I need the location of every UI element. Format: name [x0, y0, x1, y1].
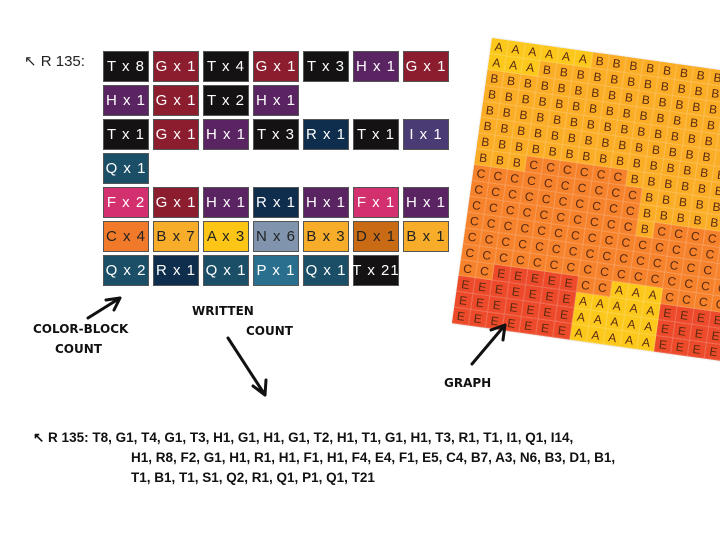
- color-block: Q x 1: [103, 153, 149, 184]
- color-block: F x 2: [103, 187, 149, 218]
- color-block-label-count: COUNT: [55, 342, 102, 356]
- color-block: B x 7: [153, 221, 199, 252]
- row-label: ↖ R 135:: [24, 53, 85, 70]
- color-block: A x 3: [203, 221, 249, 252]
- color-block-label: COLOR-BLOCK: [33, 322, 129, 336]
- color-block: Q x 1: [203, 255, 249, 286]
- color-block: G x 1: [153, 85, 199, 116]
- color-block: H x 1: [353, 51, 399, 82]
- color-block: C x 4: [103, 221, 149, 252]
- color-block: B x 1: [403, 221, 449, 252]
- color-block: N x 6: [253, 221, 299, 252]
- color-block: G x 1: [153, 119, 199, 150]
- arrow-graph: [470, 323, 507, 366]
- color-block: H x 1: [253, 85, 299, 116]
- color-block: B x 3: [303, 221, 349, 252]
- color-block: F x 1: [353, 187, 399, 218]
- color-block: P x 1: [253, 255, 299, 286]
- color-block: H x 1: [303, 187, 349, 218]
- color-block: T x 8: [103, 51, 149, 82]
- color-block: G x 1: [403, 51, 449, 82]
- written-label: WRITTEN: [192, 304, 254, 318]
- written-count-line-1: ↖ R 135: T8, G1, T4, G1, T3, H1, G1, H1,…: [33, 430, 574, 445]
- color-block: I x 1: [403, 119, 449, 150]
- color-block: H x 1: [103, 85, 149, 116]
- color-block: D x 1: [353, 221, 399, 252]
- color-block: T x 21: [352, 255, 399, 286]
- color-block: T x 4: [203, 51, 249, 82]
- color-block: T x 1: [103, 119, 149, 150]
- color-block: G x 1: [253, 51, 299, 82]
- color-block: Q x 2: [103, 255, 149, 286]
- graph-label: GRAPH: [444, 376, 492, 390]
- color-block: T x 1: [353, 119, 399, 150]
- written-count: ↖ R 135: T8, G1, T4, G1, T3, H1, G1, H1,…: [33, 428, 615, 488]
- color-block: R x 1: [303, 119, 349, 150]
- written-count-line-3: T1, B1, T1, S1, Q2, R1, Q1, P1, Q1, T21: [131, 470, 375, 485]
- color-block: T x 3: [253, 119, 299, 150]
- color-block: H x 1: [403, 187, 449, 218]
- color-block: T x 3: [303, 51, 349, 82]
- color-block: H x 1: [203, 187, 249, 218]
- arrow-written-count: [226, 336, 268, 397]
- written-label-count: COUNT: [246, 324, 293, 338]
- color-block: G x 1: [153, 51, 199, 82]
- arrow-color-block: [86, 296, 122, 320]
- color-block: R x 1: [153, 255, 199, 286]
- color-block: Q x 1: [303, 255, 349, 286]
- written-count-line-2: H1, R8, F2, G1, H1, R1, H1, F1, H1, F4, …: [131, 450, 616, 465]
- color-block: H x 1: [203, 119, 249, 150]
- color-block: G x 1: [153, 187, 199, 218]
- color-block: R x 1: [253, 187, 299, 218]
- color-block: T x 2: [203, 85, 249, 116]
